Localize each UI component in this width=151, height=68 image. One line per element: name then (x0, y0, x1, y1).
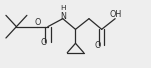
Text: OH: OH (110, 10, 122, 18)
Text: O: O (34, 18, 40, 27)
Text: O: O (94, 41, 101, 50)
Text: O: O (40, 38, 47, 47)
Text: N: N (60, 12, 66, 21)
Text: H: H (60, 5, 66, 11)
